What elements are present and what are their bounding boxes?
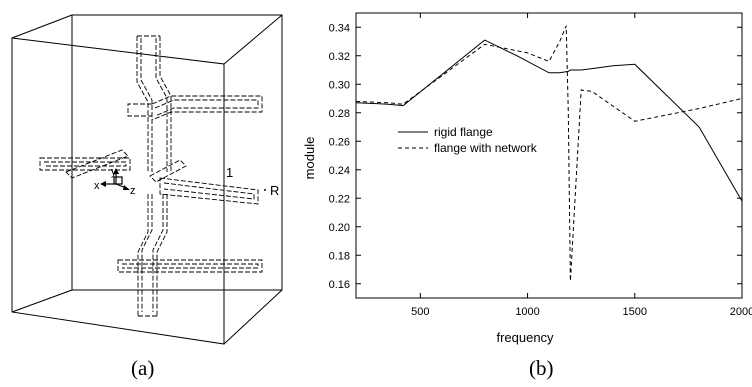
caption-b: (b) bbox=[529, 356, 554, 380]
axis-label-y: y bbox=[111, 166, 117, 178]
vertical-pipe-top-outer bbox=[136, 36, 172, 172]
y-tick-label: 0.24 bbox=[329, 165, 350, 177]
y-tick-label: 0.20 bbox=[329, 222, 350, 234]
panel-a: y x z 1 R (a) bbox=[0, 0, 300, 382]
series-line-flange-with-network bbox=[355, 25, 743, 281]
upper-arm-stub bbox=[127, 103, 152, 117]
legend-label: rigid flange bbox=[434, 125, 493, 139]
y-tick-label: 0.16 bbox=[329, 279, 350, 291]
x-tick-label: 500 bbox=[411, 306, 429, 318]
series-line-rigid-flange bbox=[355, 39, 743, 202]
port-label-1: 1 bbox=[226, 165, 233, 180]
legend-label: flange with network bbox=[434, 141, 538, 155]
plot-frame bbox=[355, 12, 743, 299]
caption-a: (a) bbox=[131, 356, 155, 380]
x-tick-label: 1500 bbox=[623, 306, 647, 318]
chart: 0.16 0.18 0.20 0.22 0.24 0.26 0.28 0.30 0.32 0.34… bbox=[302, 12, 752, 345]
legend-box bbox=[393, 124, 553, 158]
box-edge bbox=[223, 289, 283, 345]
y-tick-label: 0.34 bbox=[329, 22, 350, 34]
x-axis: 500 1000 1500 2000 bbox=[411, 13, 752, 318]
box-edge bbox=[11, 289, 73, 313]
x-tick-label: 1000 bbox=[515, 306, 539, 318]
upper-arm-right bbox=[151, 95, 263, 121]
wireframe-drawing: y x z 1 R bbox=[11, 14, 283, 345]
box-edge bbox=[11, 14, 73, 39]
panel-b: 0.16 0.18 0.20 0.22 0.24 0.26 0.28 0.30 0.32 0.34… bbox=[300, 0, 752, 382]
y-tick-label: 0.32 bbox=[329, 51, 350, 63]
box-edge bbox=[223, 14, 283, 65]
box-front-face bbox=[11, 37, 225, 345]
y-tick-label: 0.26 bbox=[329, 136, 350, 148]
y-tick-label: 0.18 bbox=[329, 250, 350, 262]
y-tick-label: 0.30 bbox=[329, 79, 350, 91]
series-group bbox=[355, 25, 743, 281]
axis-label-z: z bbox=[130, 185, 136, 197]
box-back-face bbox=[71, 14, 283, 291]
coordinate-triad bbox=[100, 168, 130, 190]
vertical-pipe-top bbox=[140, 38, 168, 172]
lower-arm bbox=[117, 259, 263, 273]
central-arm-right bbox=[159, 177, 259, 205]
legend: rigid flange flange with network bbox=[393, 124, 553, 158]
y-axis: 0.16 0.18 0.20 0.22 0.24 0.26 0.28 0.30 0.32 0.34 bbox=[329, 22, 742, 291]
y-tick-label: 0.28 bbox=[329, 108, 350, 120]
point-label-r: R bbox=[270, 183, 279, 198]
vertical-pipe-bottom bbox=[137, 194, 168, 316]
central-arm-left bbox=[39, 157, 131, 171]
axis-label-x: x bbox=[94, 180, 100, 192]
point-r-marker bbox=[264, 189, 266, 191]
x-tick-label: 2000 bbox=[730, 306, 752, 318]
y-axis-label: module bbox=[302, 137, 317, 180]
pipe-network bbox=[39, 35, 263, 317]
x-axis-label: frequency bbox=[496, 330, 554, 345]
central-arm-diag-right bbox=[149, 159, 187, 183]
y-tick-label: 0.22 bbox=[329, 193, 350, 205]
